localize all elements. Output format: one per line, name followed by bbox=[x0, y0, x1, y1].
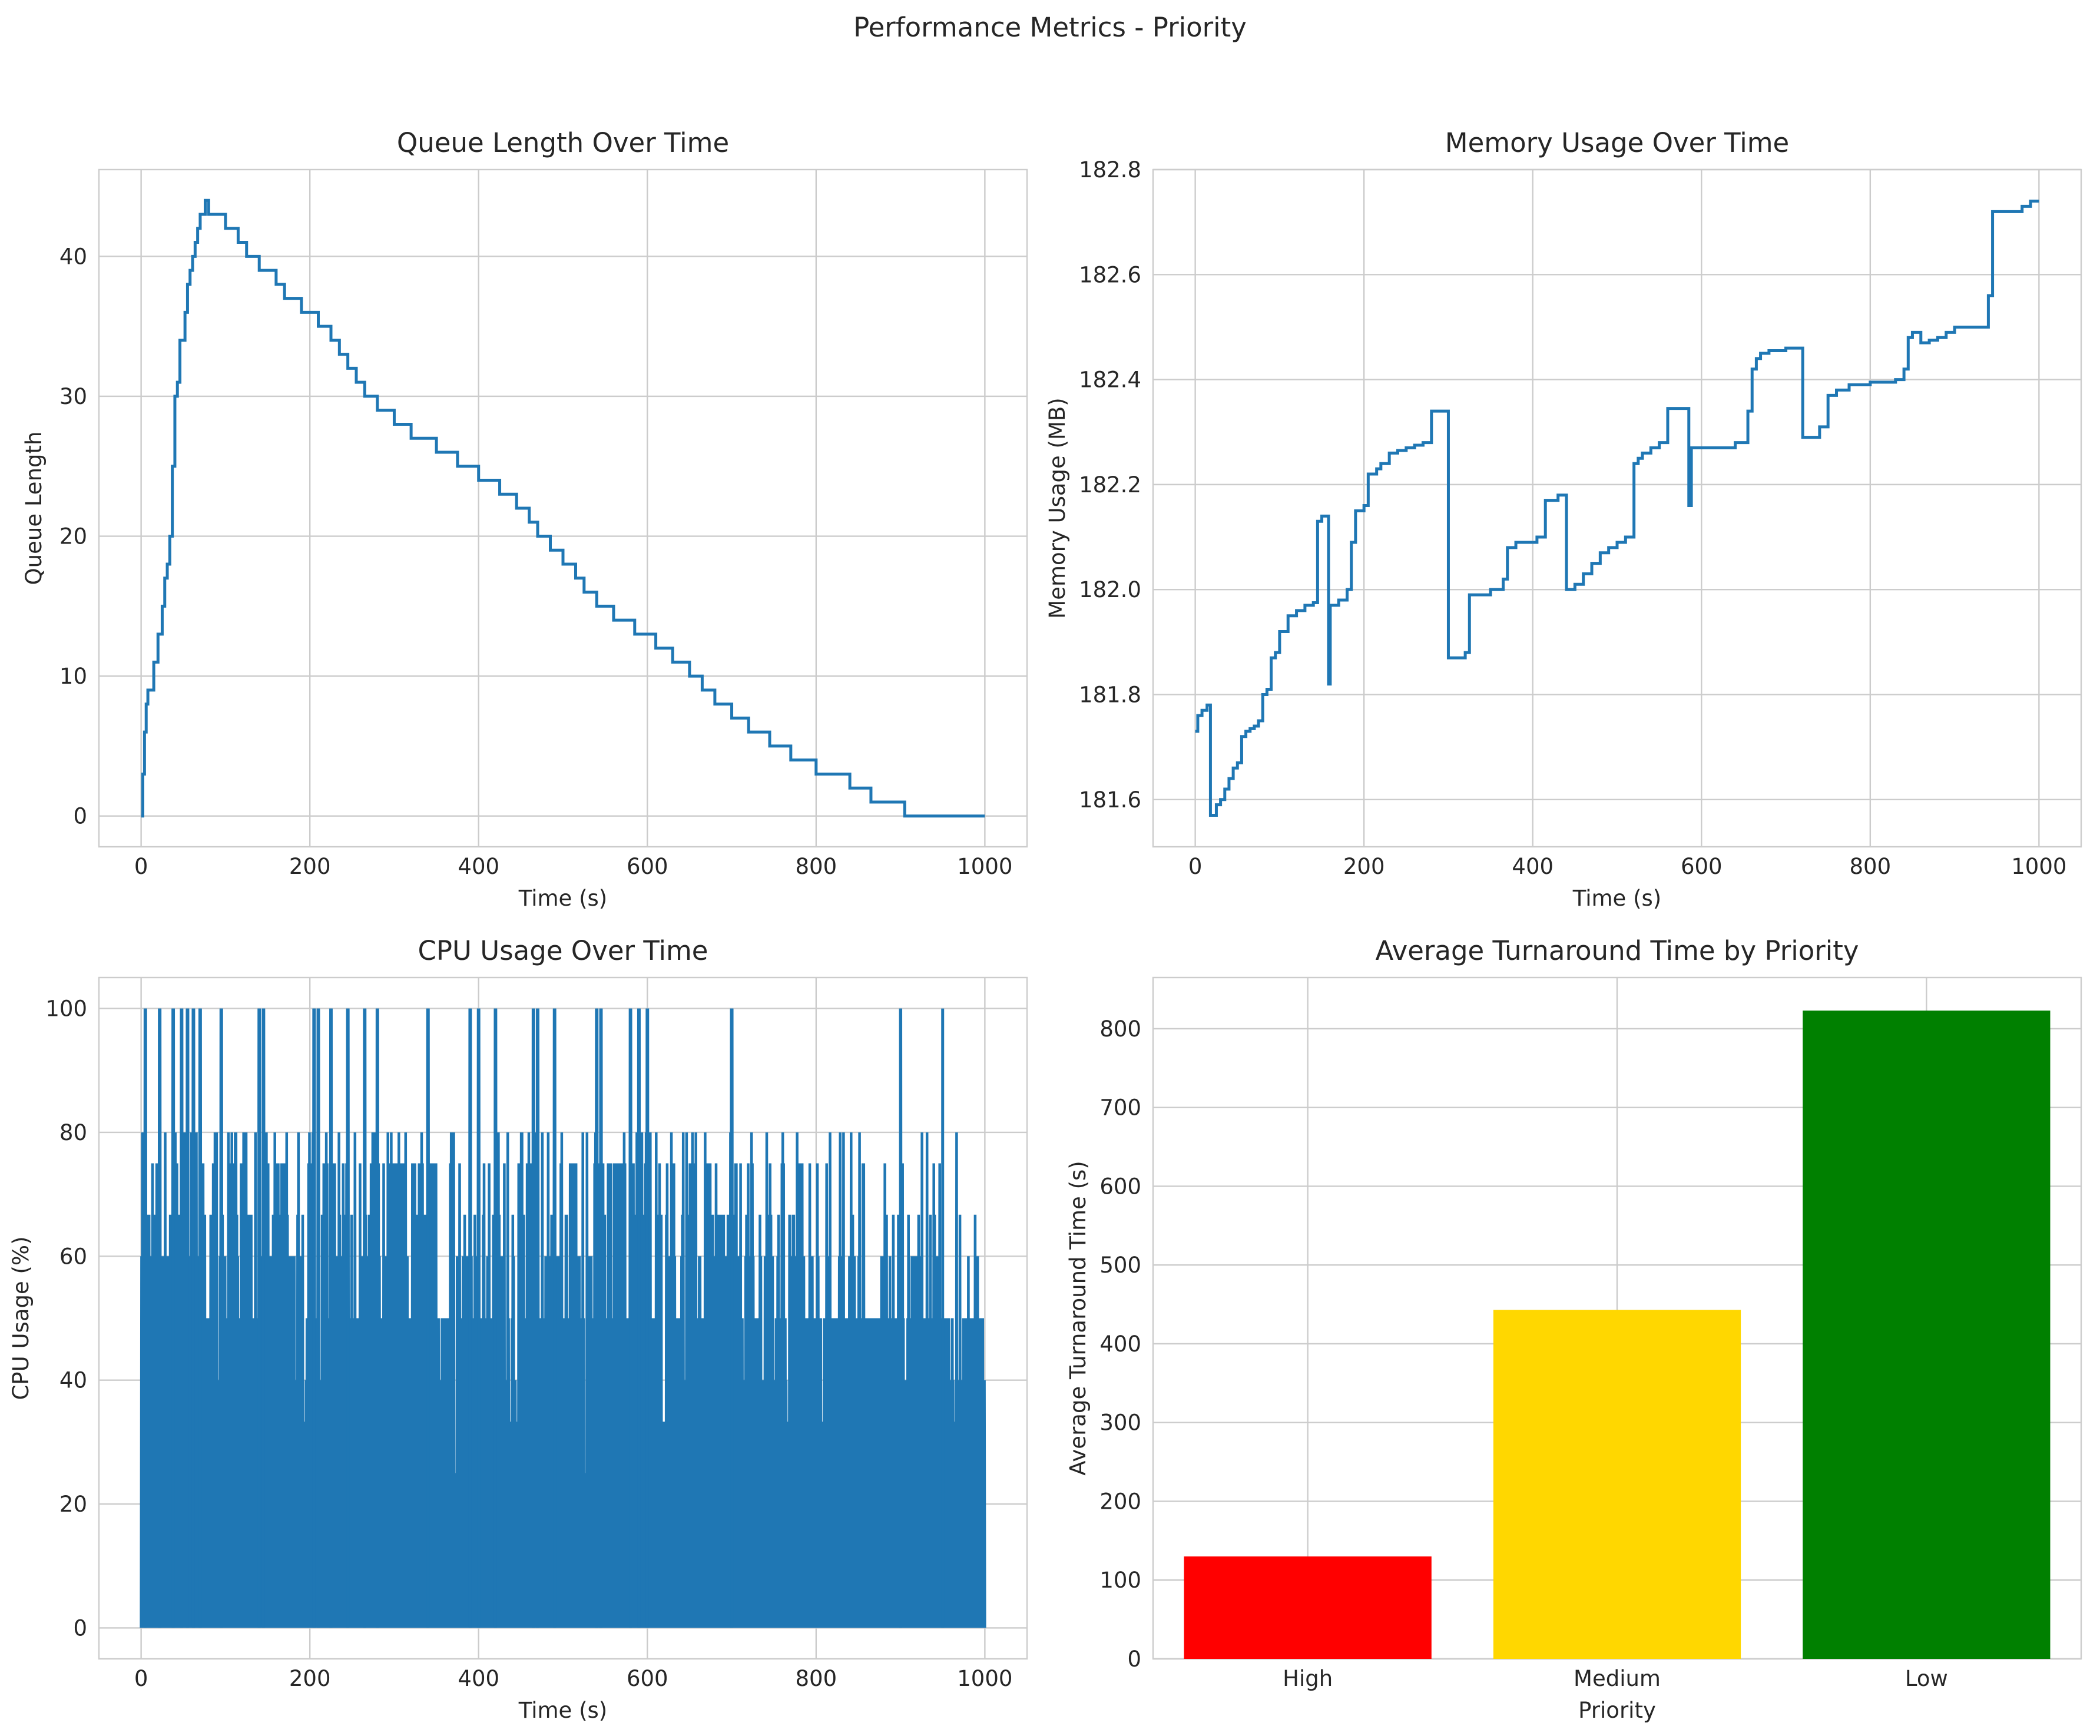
series-line bbox=[141, 198, 985, 818]
y-tick-label: 100 bbox=[1099, 1568, 1141, 1593]
y-tick-label: 182.2 bbox=[1079, 472, 1141, 498]
figure-title: Performance Metrics - Priority bbox=[853, 12, 1247, 43]
y-tick-label: 0 bbox=[1127, 1646, 1141, 1672]
x-tick-label: High bbox=[1283, 1666, 1333, 1691]
y-tick-label: 200 bbox=[1099, 1489, 1141, 1514]
cpu-series-line bbox=[140, 1008, 986, 1628]
x-axis-label: Time (s) bbox=[1572, 886, 1661, 911]
y-tick-label: 40 bbox=[59, 1368, 87, 1393]
y-tick-label: 182.6 bbox=[1079, 262, 1141, 287]
y-tick-label: 600 bbox=[1099, 1174, 1141, 1199]
y-tick-label: 181.8 bbox=[1079, 682, 1141, 707]
y-tick-label: 40 bbox=[59, 244, 87, 269]
chart-title: Average Turnaround Time by Priority bbox=[1375, 935, 1859, 966]
x-tick-label: 600 bbox=[627, 1666, 668, 1691]
x-tick-label: 400 bbox=[458, 854, 499, 879]
turnaround-bar-chart: High Medium Low 0 100 200 300 400 500 600 700 800 Av… bbox=[1065, 935, 2082, 1723]
y-axis-label: Queue Length bbox=[21, 432, 47, 585]
y-tick-label: 0 bbox=[73, 1615, 87, 1641]
y-tick-label: 100 bbox=[45, 996, 87, 1022]
bar-high bbox=[1184, 1556, 1432, 1659]
y-tick-label: 700 bbox=[1099, 1095, 1141, 1121]
cpu-usage-chart: 0 200 400 600 800 1000 0 20 40 60 80 100 CPU Usage O… bbox=[8, 935, 1028, 1723]
y-tick-label: 300 bbox=[1099, 1410, 1141, 1436]
x-tick-label: 1000 bbox=[2011, 854, 2066, 879]
y-tick-label: 10 bbox=[59, 664, 87, 689]
queue-length-chart: 0 200 400 600 800 1000 0 10 20 30 40 Queue Length O… bbox=[21, 127, 1028, 911]
y-tick-label: 80 bbox=[59, 1120, 87, 1145]
bar-medium bbox=[1493, 1310, 1741, 1659]
x-tick-label: 0 bbox=[1188, 854, 1203, 879]
x-tick-label: 0 bbox=[134, 1666, 148, 1691]
x-tick-label: 800 bbox=[796, 1666, 837, 1691]
y-tick-label: 30 bbox=[59, 384, 87, 409]
x-axis-label: Time (s) bbox=[518, 1698, 607, 1723]
x-tick-label: 200 bbox=[289, 1666, 331, 1691]
x-tick-label: 1000 bbox=[957, 854, 1012, 879]
x-tick-label: 0 bbox=[134, 854, 148, 879]
y-tick-label: 181.6 bbox=[1079, 787, 1141, 813]
x-tick-label: 1000 bbox=[957, 1666, 1012, 1691]
axes-frame bbox=[98, 168, 1028, 848]
y-axis-label: CPU Usage (%) bbox=[8, 1236, 34, 1400]
memory-usage-chart: 0 200 400 600 800 1000 181.6 181.8 182.0 182.2 182… bbox=[1045, 127, 2082, 911]
x-tick-label: 400 bbox=[458, 1666, 499, 1691]
x-tick-label: 800 bbox=[796, 854, 837, 879]
x-axis-label: Time (s) bbox=[518, 886, 607, 911]
x-tick-label: 800 bbox=[1850, 854, 1892, 879]
y-tick-label: 182.4 bbox=[1079, 367, 1141, 393]
y-tick-label: 60 bbox=[59, 1244, 87, 1269]
y-axis-label: Memory Usage (MB) bbox=[1045, 397, 1070, 618]
x-tick-label: Low bbox=[1905, 1666, 1948, 1691]
chart-title: Memory Usage Over Time bbox=[1445, 127, 1790, 158]
y-tick-label: 400 bbox=[1099, 1331, 1141, 1357]
axes-frame bbox=[98, 976, 1028, 1660]
y-axis-label: Average Turnaround Time (s) bbox=[1065, 1161, 1091, 1475]
x-tick-label: 400 bbox=[1512, 854, 1554, 879]
y-tick-label: 182.8 bbox=[1079, 157, 1141, 183]
y-tick-label: 0 bbox=[73, 804, 87, 829]
y-tick-label: 20 bbox=[59, 524, 87, 549]
x-tick-label: 600 bbox=[627, 854, 668, 879]
chart-title: Queue Length Over Time bbox=[397, 127, 729, 158]
y-tick-label: 500 bbox=[1099, 1253, 1141, 1278]
y-tick-label: 800 bbox=[1099, 1016, 1141, 1042]
chart-title: CPU Usage Over Time bbox=[418, 935, 708, 966]
x-tick-label: 200 bbox=[289, 854, 331, 879]
y-tick-label: 182.0 bbox=[1079, 577, 1141, 602]
x-tick-label: Medium bbox=[1574, 1666, 1661, 1691]
series-line bbox=[1195, 199, 2039, 817]
x-axis-label: Priority bbox=[1578, 1698, 1656, 1723]
bar-low bbox=[1803, 1011, 2051, 1659]
x-tick-label: 200 bbox=[1343, 854, 1385, 879]
x-tick-label: 600 bbox=[1681, 854, 1723, 879]
y-tick-label: 20 bbox=[59, 1492, 87, 1517]
axes-frame bbox=[1152, 168, 2082, 848]
